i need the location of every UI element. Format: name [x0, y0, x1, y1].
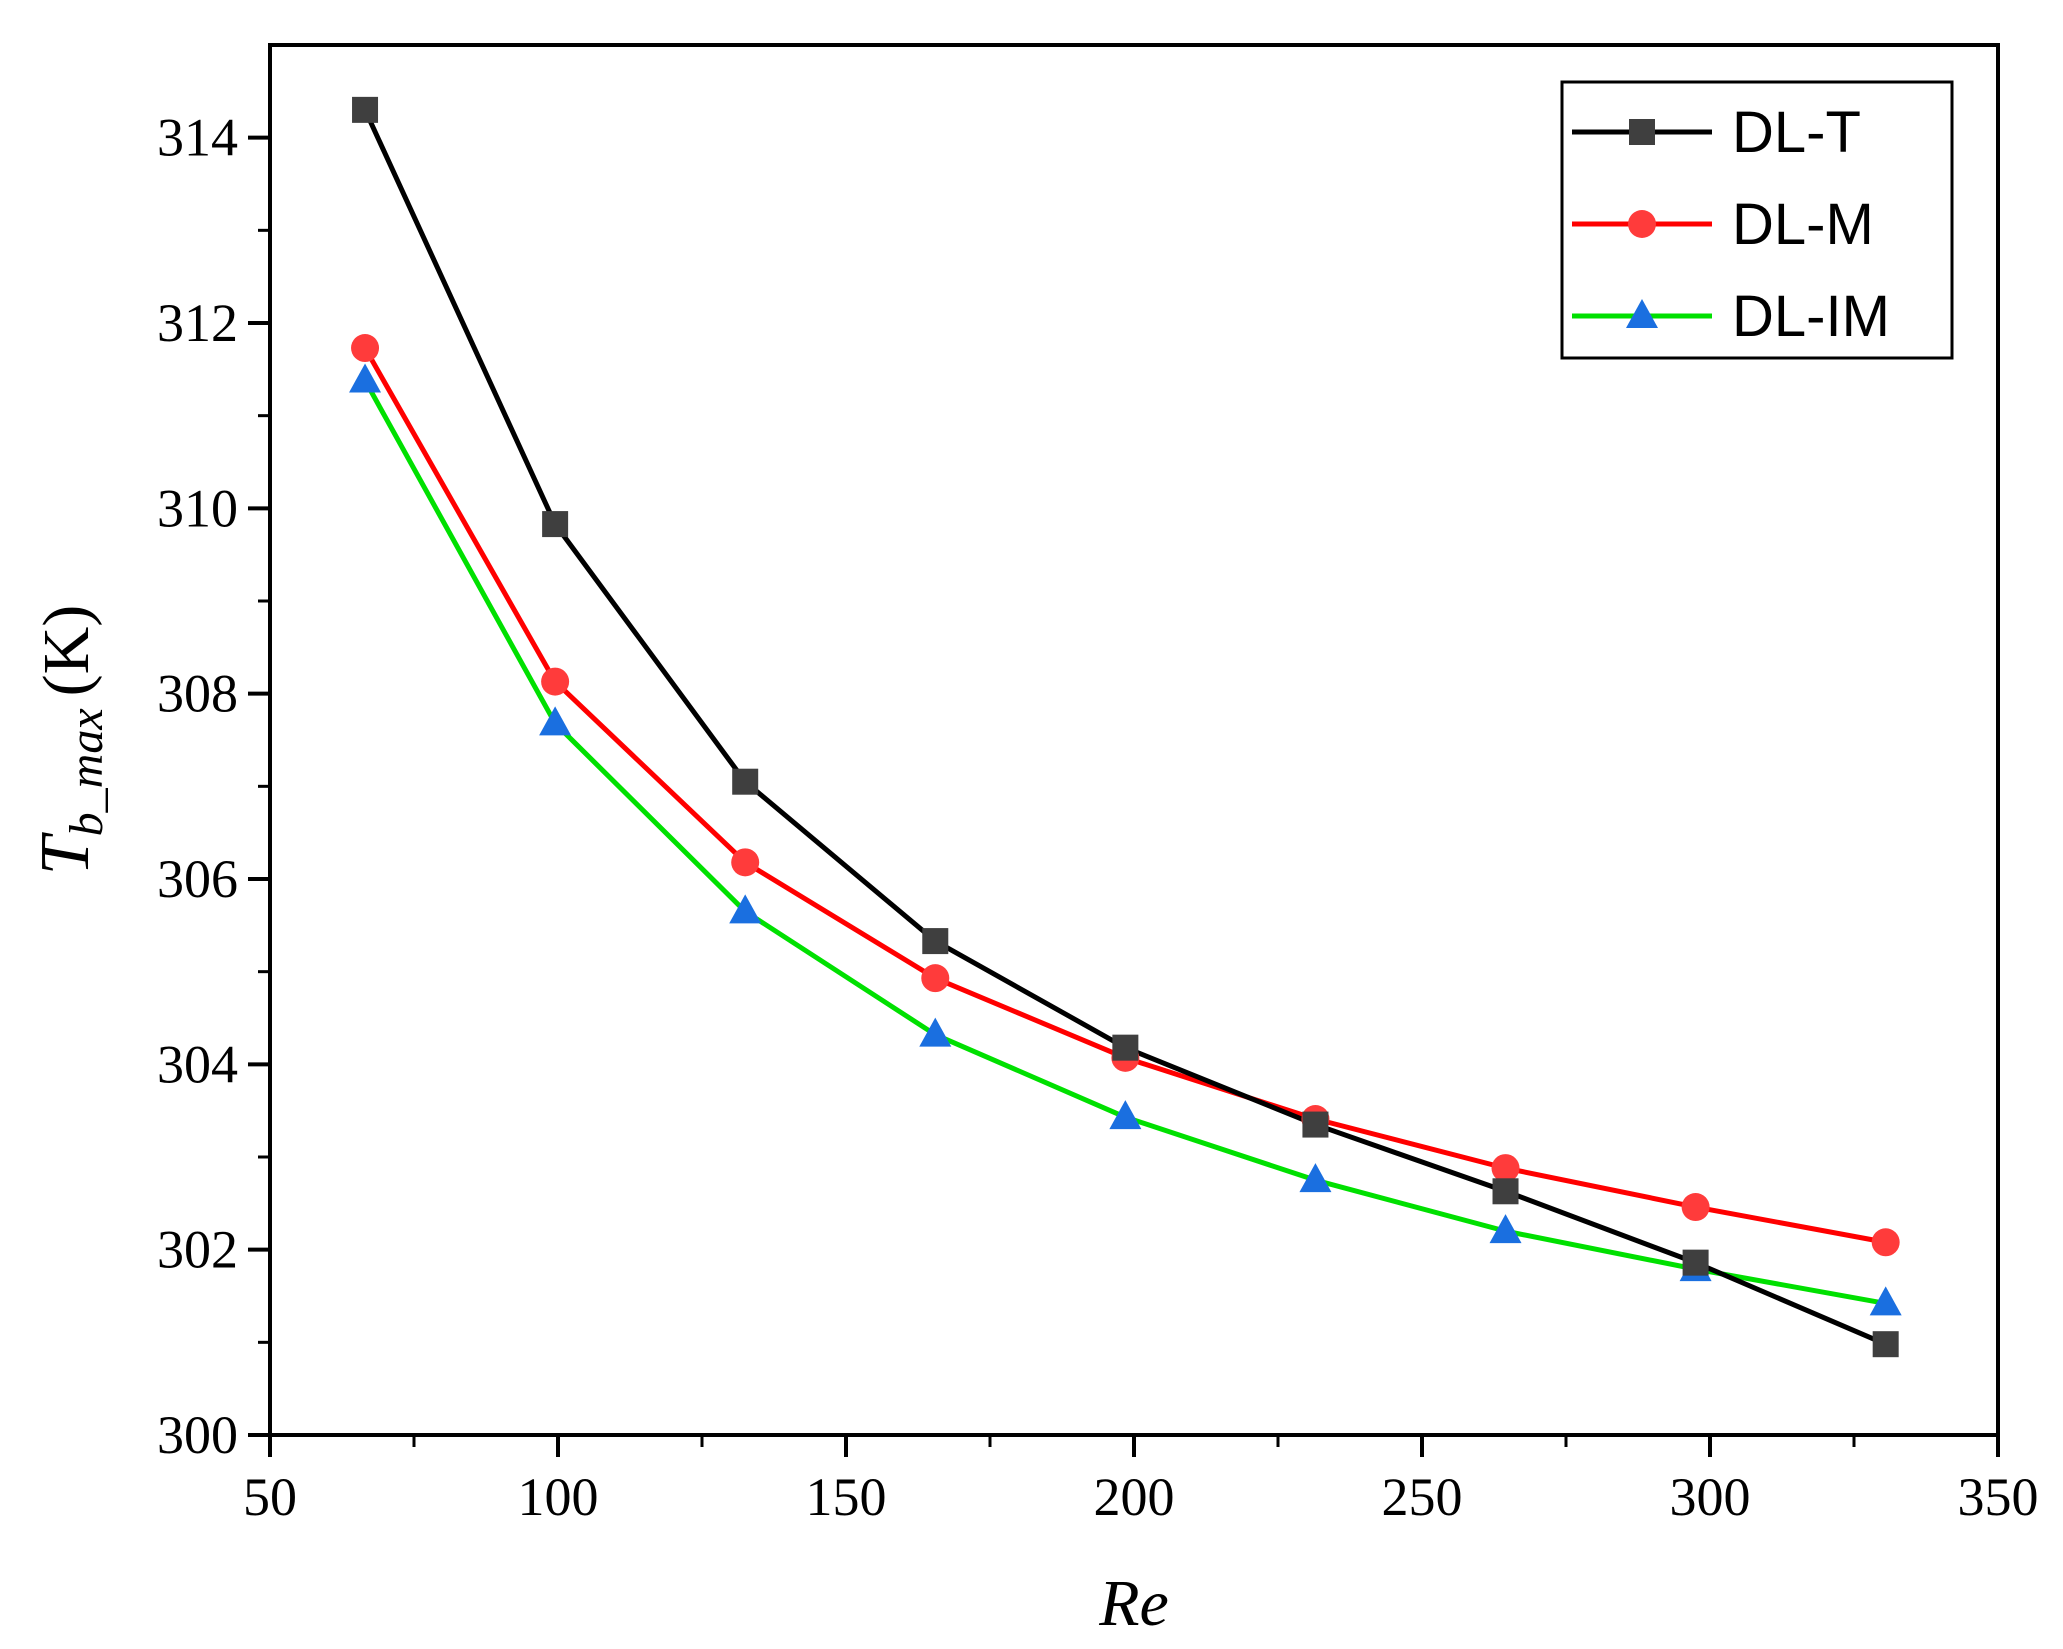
x-tick-label: 50: [243, 1467, 297, 1527]
y-tick-label: 314: [157, 108, 238, 168]
y-tick-label: 302: [157, 1220, 238, 1280]
y-axis-title-subscript: b_max: [60, 708, 113, 836]
data-point-dl-im: [1299, 1163, 1332, 1193]
y-axis-title-unit: (K): [30, 605, 103, 697]
data-point-dl-t: [1112, 1034, 1139, 1061]
y-axis-title-base: T: [27, 831, 104, 875]
legend-entries: DL-T DL-M DL-IM: [1572, 100, 1890, 349]
legend-box: [1560, 80, 1954, 360]
data-point-dl-m: [1871, 1228, 1900, 1257]
y-tick-label: 310: [157, 478, 238, 538]
legend-marker-dl-m: [1628, 210, 1656, 238]
data-point-dl-m: [731, 848, 760, 877]
data-point-dl-im: [919, 1017, 952, 1047]
legend-label-dl-m: DL-M: [1732, 192, 1874, 257]
data-point-dl-m: [351, 334, 380, 363]
data-point-dl-im: [729, 894, 762, 924]
data-point-dl-t: [922, 928, 949, 955]
tick-labels: 50 100 150 200 250 300 350 300 302 304 306 308 310 31…: [157, 108, 2039, 1527]
legend-label-dl-im: DL-IM: [1732, 284, 1890, 349]
x-tick-label: 200: [1094, 1467, 1175, 1527]
y-tick-label: 312: [157, 293, 238, 353]
data-point-dl-im: [1869, 1286, 1902, 1316]
data-point-dl-im: [349, 363, 382, 393]
x-tick-label: 150: [806, 1467, 887, 1527]
x-tick-label: 100: [518, 1467, 599, 1527]
y-axis-title: Tb_max (K): [27, 605, 113, 876]
data-point-dl-t: [352, 96, 379, 123]
data-point-dl-m: [921, 964, 950, 993]
legend-marker-dl-t: [1629, 119, 1655, 145]
data-point-dl-t: [1492, 1178, 1519, 1205]
legend-label-dl-t: DL-T: [1732, 100, 1861, 165]
series-line-dl-im: [362, 379, 1887, 1306]
data-point-dl-im: [1489, 1214, 1522, 1244]
y-tick-label: 300: [157, 1405, 238, 1465]
y-tick-label: 308: [157, 664, 238, 724]
legend-marker-dl-im: [1626, 299, 1658, 328]
x-tick-label: 250: [1382, 1467, 1463, 1527]
x-tick-label: 300: [1670, 1467, 1751, 1527]
data-point-dl-m: [1491, 1154, 1520, 1183]
y-tick-label: 306: [157, 849, 238, 909]
legend: DL-T DL-M DL-IM: [1560, 80, 1954, 360]
data-point-dl-im: [539, 706, 572, 736]
data-point-dl-t: [1302, 1111, 1329, 1138]
y-tick-label: 304: [157, 1034, 238, 1094]
data-point-dl-t: [1682, 1249, 1709, 1276]
data-point-dl-im: [1109, 1100, 1142, 1130]
axis-ticks: [248, 135, 2000, 1457]
series-markers: [349, 96, 1902, 1358]
data-point-dl-t: [1872, 1331, 1899, 1358]
x-axis-title: Re: [1098, 1567, 1169, 1640]
data-point-dl-m: [541, 667, 570, 696]
data-point-dl-m: [1681, 1193, 1710, 1222]
x-tick-label: 350: [1958, 1467, 2039, 1527]
data-point-dl-t: [732, 768, 759, 795]
data-point-dl-t: [542, 511, 569, 538]
